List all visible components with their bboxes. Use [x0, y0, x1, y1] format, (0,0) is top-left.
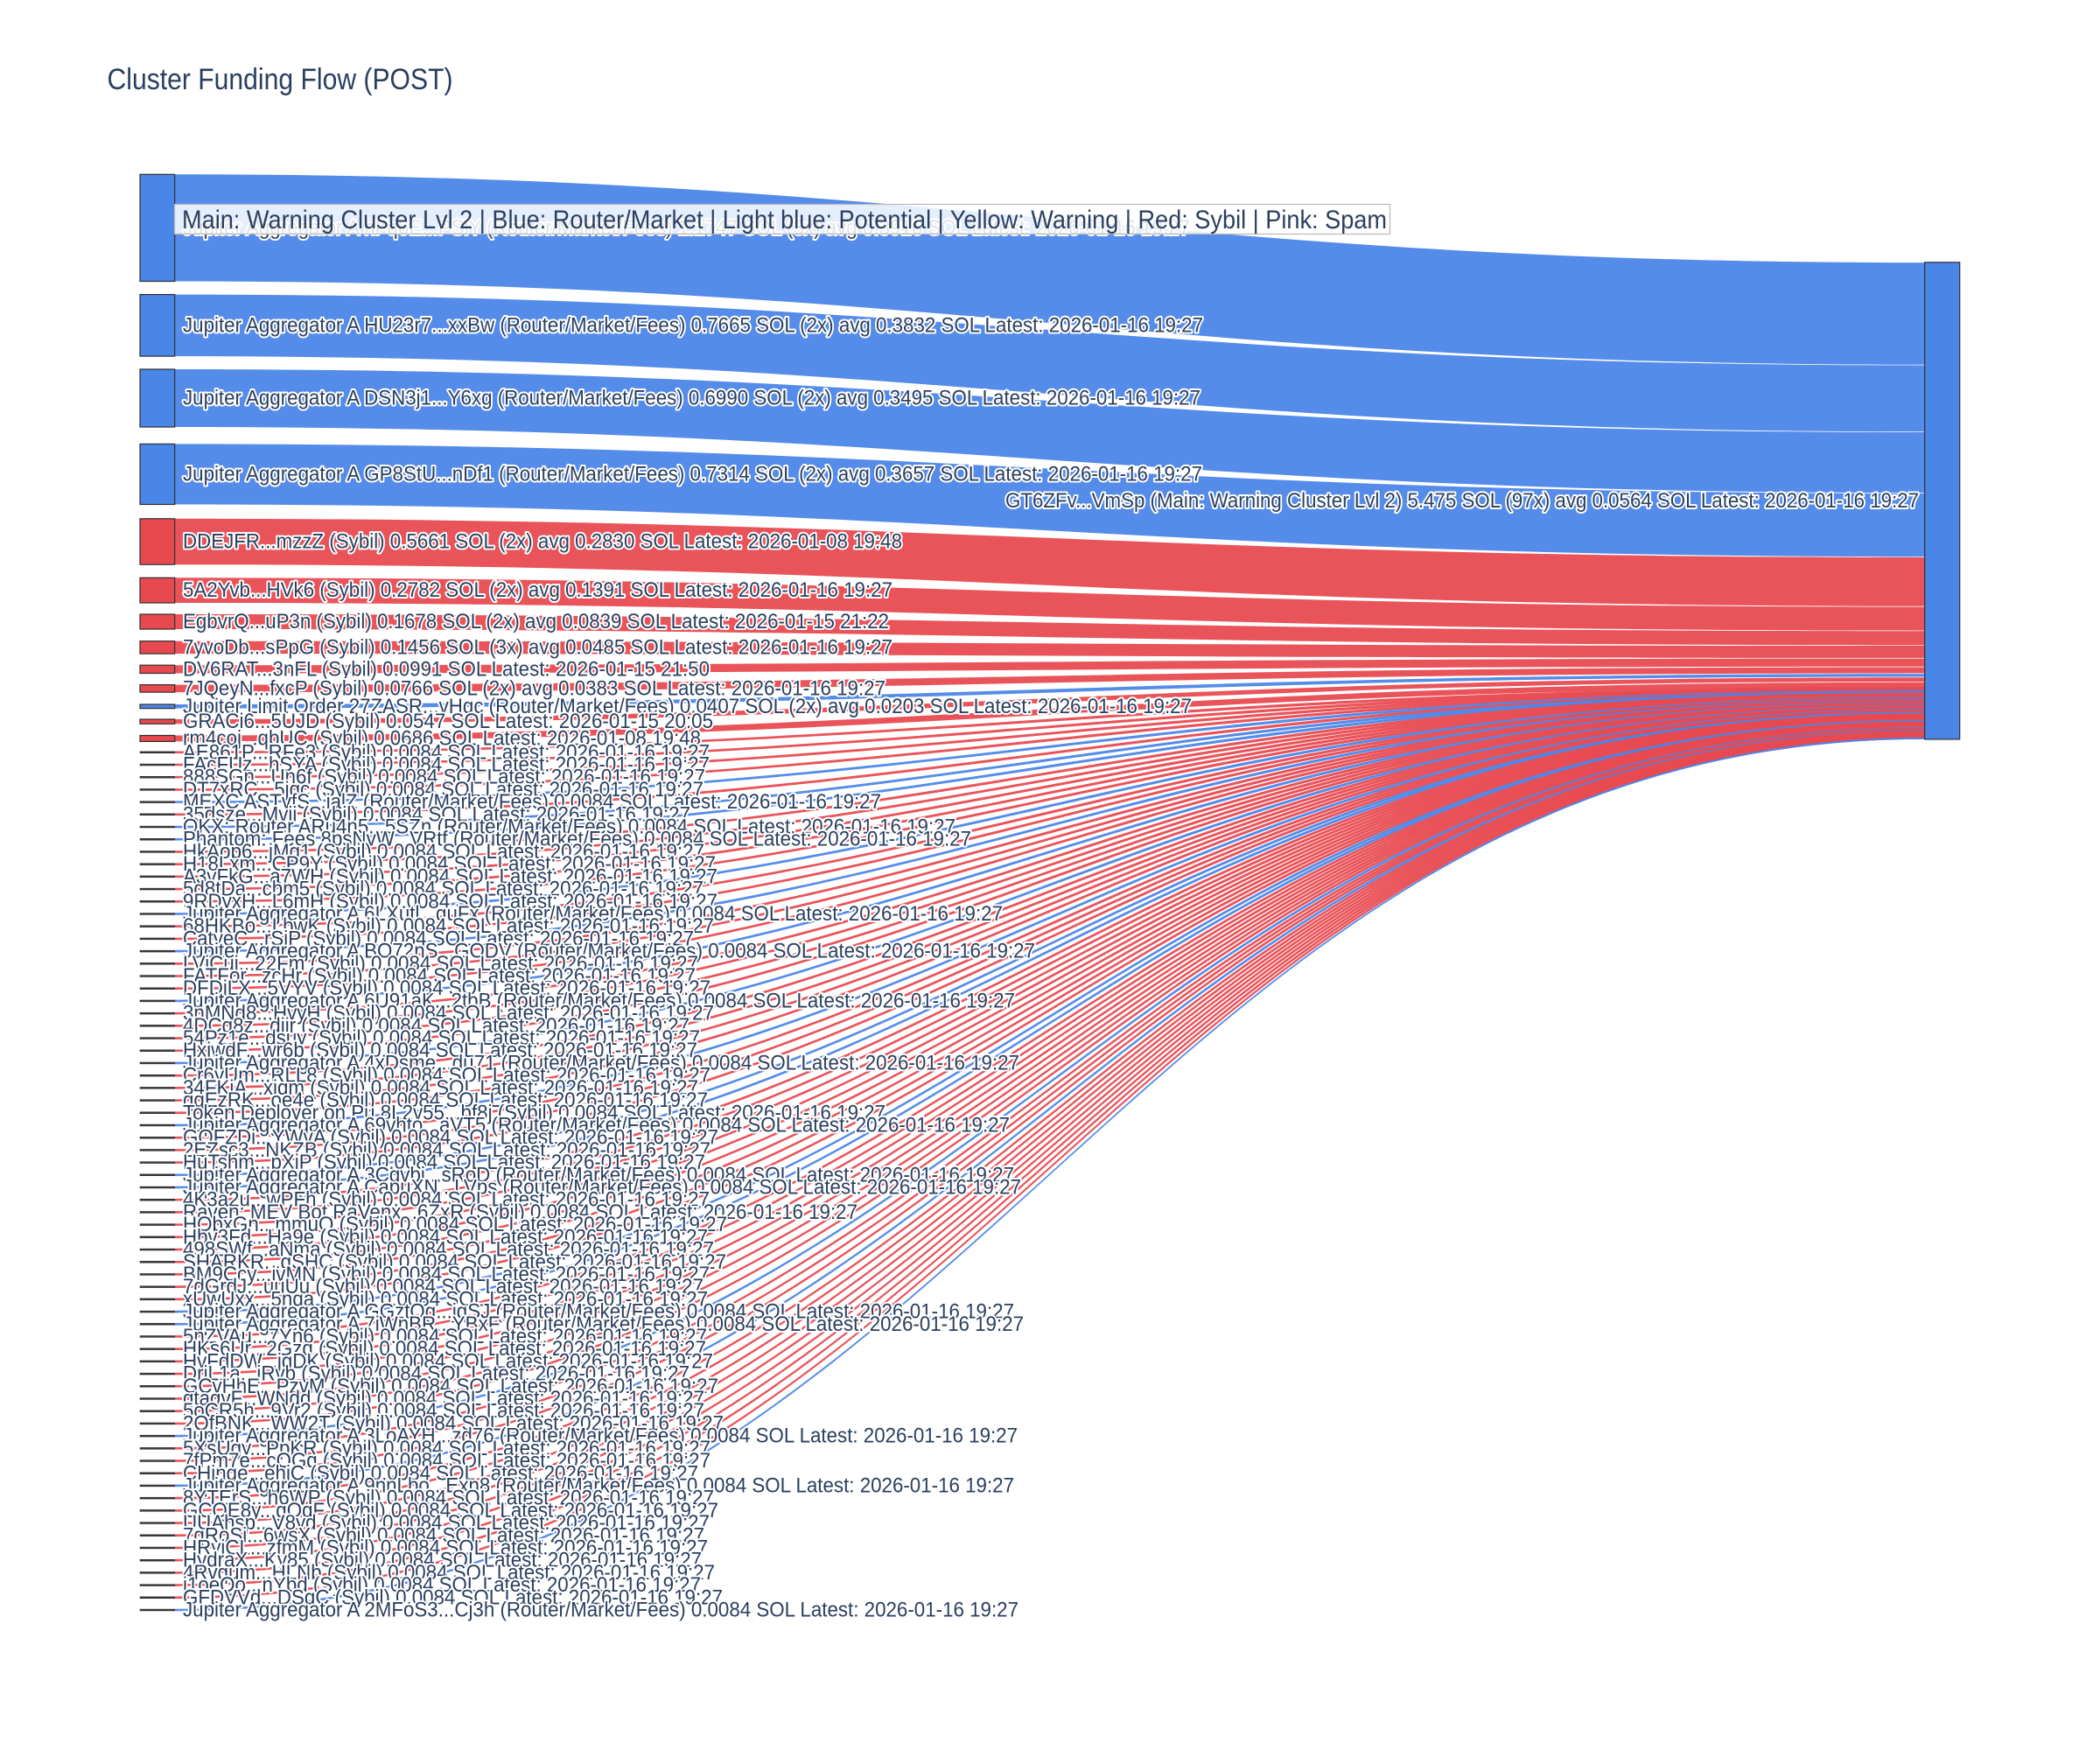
svg-text:Phantom: Fees 8psNvW...VRtf (R: Phantom: Fees 8psNvW...VRtf (Router/Mark… — [183, 828, 971, 851]
svg-text:2QfBNK...WW2T (Sybil) 0.0084 S: 2QfBNK...WW2T (Sybil) 0.0084 SOL Latest:… — [183, 1411, 724, 1435]
svg-text:34FKiA...xjqm (Sybil) 0.0084 S: 34FKiA...xjqm (Sybil) 0.0084 SOL Latest:… — [183, 1076, 698, 1100]
svg-text:Hbv3Fd...Ha9e (Sybil) 0.0084 S: Hbv3Fd...Ha9e (Sybil) 0.0084 SOL Latest:… — [183, 1225, 708, 1249]
svg-text:GFDVVd...DSqC (Sybil) 0.0084 S: GFDVVd...DSqC (Sybil) 0.0084 SOL Latest:… — [183, 1586, 723, 1609]
svg-text:Jupiter Aggregator A 9nnLbo...: Jupiter Aggregator A 9nnLbo...Exn8 (Rout… — [183, 1474, 1014, 1497]
svg-text:4DCq8z...djir (Sybil) 0.0084 S: 4DCq8z...djir (Sybil) 0.0084 SOL Latest:… — [183, 1014, 690, 1038]
svg-text:EgbvrQ...uP3n (Sybil) 0.1678 S: EgbvrQ...uP3n (Sybil) 0.1678 SOL (2x) av… — [183, 610, 889, 634]
svg-text:9RDyxH...L6mH (Sybil) 0.0084 S: 9RDyxH...L6mH (Sybil) 0.0084 SOL Latest:… — [183, 890, 718, 914]
svg-text:5A2Yvb...HVk6 (Sybil) 0.2782 S: 5A2Yvb...HVk6 (Sybil) 0.2782 SOL (2x) av… — [183, 578, 892, 602]
svg-text:gtagvF...WNdd (Sybil) 0.0084 S: gtagvF...WNdd (Sybil) 0.0084 SOL Latest:… — [183, 1387, 704, 1410]
svg-text:5nZVAu...7Yn6 (Sybil) 0.0084 S: 5nZVAu...7Yn6 (Sybil) 0.0084 SOL Latest:… — [183, 1325, 707, 1348]
svg-text:DDEJFR...mzzZ (Sybil) 0.5661 S: DDEJFR...mzzZ (Sybil) 0.5661 SOL (2x) av… — [183, 530, 902, 554]
svg-text:DV6RAT...3nFL (Sybil) 0.0991 S: DV6RAT...3nFL (Sybil) 0.0991 SOL Latest:… — [183, 657, 710, 681]
svg-text:Jupiter Aggregator A 7iWnBR...: Jupiter Aggregator A 7iWnBR...YBxF (Rout… — [183, 1312, 1024, 1336]
svg-text:A3vFkG...a7WH (Sybil) 0.0084 S: A3vFkG...a7WH (Sybil) 0.0084 SOL Latest:… — [183, 864, 718, 888]
svg-text:4K3a2u...wPFh (Sybil) 0.0084 S: 4K3a2u...wPFh (Sybil) 0.0084 SOL Latest:… — [183, 1188, 710, 1212]
svg-text:MEXC ASTvfS...ialZ (Router/Mar: MEXC ASTvfS...ialZ (Router/Market/Fees) … — [183, 790, 881, 814]
svg-text:CHinge...ehjC (Sybil) 0.0084 S: CHinge...ehjC (Sybil) 0.0084 SOL Latest:… — [183, 1461, 698, 1485]
svg-text:7qRoSi...6wsX (Sybil) 0.0084 S: 7qRoSi...6wsX (Sybil) 0.0084 SOL Latest:… — [183, 1523, 704, 1547]
svg-text:AE861P...RFe3 (Sybil) 0.0084 S: AE861P...RFe3 (Sybil) 0.0084 SOL Latest:… — [183, 740, 710, 764]
svg-text:UUAhsp...V8yd (Sybil) 0.0084 S: UUAhsp...V8yd (Sybil) 0.0084 SOL Latest:… — [183, 1511, 710, 1535]
svg-text:Cluster Funding Flow (POST): Cluster Funding Flow (POST) — [108, 63, 453, 96]
svg-text:7dGrdJ...uuUu (Sybil) 0.0084 S: 7dGrdJ...uuUu (Sybil) 0.0084 SOL Latest:… — [183, 1275, 704, 1298]
svg-text:Main: Warning Cluster Lvl 2 |: Main: Warning Cluster Lvl 2 | Blue: Rout… — [182, 206, 1387, 234]
svg-text:7fPm7e...cQGq (Sybil) 0.0084 S: 7fPm7e...cQGq (Sybil) 0.0084 SOL Latest:… — [183, 1449, 710, 1473]
svg-text:Jupiter Aggregator A DSN3j1...: Jupiter Aggregator A DSN3j1...Y6xg (Rout… — [183, 387, 1200, 410]
svg-text:35dsze...Mvji (Sybil) 0.0084 S: 35dsze...Mvji (Sybil) 0.0084 SOL Latest:… — [183, 802, 690, 826]
svg-text:rm4coj...qbUC (Sybil) 0.0686 S: rm4coj...qbUC (Sybil) 0.0686 SOL Latest:… — [183, 726, 701, 750]
svg-text:Jupiter Aggregator A 2MFoS3...: Jupiter Aggregator A 2MFoS3...Cj3h (Rout… — [183, 1599, 1018, 1622]
svg-text:Jupiter Aggregator A GP8StU...: Jupiter Aggregator A GP8StU...nDf1 (Rout… — [183, 462, 1202, 486]
svg-text:Jupiter Limit Order 27ZASR...v: Jupiter Limit Order 27ZASR...vHqc (Route… — [183, 695, 1192, 718]
svg-text:FATFor...zcHr (Sybil) 0.0084 S: FATFor...zcHr (Sybil) 0.0084 SOL Latest:… — [183, 964, 696, 988]
svg-text:BM9Ccy...jvMN (Sybil) 0.0084 S: BM9Ccy...jvMN (Sybil) 0.0084 SOL Latest:… — [183, 1263, 710, 1286]
svg-text:Jupiter Aggregator A CapuXN...: Jupiter Aggregator A CapuXN...LVps (Rout… — [183, 1176, 1021, 1200]
svg-text:GT6ZFv...VmSp (Main: Warning C: GT6ZFv...VmSp (Main: Warning Cluster Lvl… — [1005, 489, 1919, 513]
svg-text:i1oeQo...nYbd (Sybil) 0.0084 S: i1oeQo...nYbd (Sybil) 0.0084 SOL Latest:… — [183, 1573, 701, 1597]
svg-text:DFDjLX...5VYV (Sybil) 0.0084 S: DFDjLX...5VYV (Sybil) 0.0084 SOL Latest:… — [183, 976, 710, 1000]
svg-text:H18Lxm...CP9Y (Sybil) 0.0084 S: H18Lxm...CP9Y (Sybil) 0.0084 SOL Latest:… — [183, 852, 716, 876]
svg-text:Token Deployer on Pu 8L2v55...: Token Deployer on Pu 8L2v55...bf8j (Sybi… — [183, 1101, 886, 1124]
svg-text:HuTshm...pXiP (Sybil) 0.0084 S: HuTshm...pXiP (Sybil) 0.0084 SOL Latest:… — [183, 1151, 705, 1174]
svg-text:DriL1a...jRvb (Sybil) 0.0084 S: DriL1a...jRvb (Sybil) 0.0084 SOL Latest:… — [183, 1362, 690, 1386]
svg-text:HydraX...Ky85 (Sybil) 0.0084 S: HydraX...Ky85 (Sybil) 0.0084 SOL Latest:… — [183, 1549, 702, 1572]
svg-text:GCvHhE...PzvM (Sybil) 0.0084 S: GCvHhE...PzvM (Sybil) 0.0084 SOL Latest:… — [183, 1375, 718, 1398]
svg-text:5oCR5h...9Vr2 (Sybil) 0.0084 S: 5oCR5h...9Vr2 (Sybil) 0.0084 SOL Latest:… — [183, 1399, 704, 1423]
svg-text:xUwUxx...5nqa (Sybil) 0.0084 S: xUwUxx...5nqa (Sybil) 0.0084 SOL Latest:… — [183, 1287, 708, 1311]
svg-text:Jupiter Aggregator A 6U91aK...: Jupiter Aggregator A 6U91aK...2tbB (Rout… — [183, 989, 1015, 1012]
svg-text:Jupiter Aggregator A HU23r7...: Jupiter Aggregator A HU23r7...xxBw (Rout… — [183, 313, 1203, 337]
svg-text:OKX: Router ARu4n5...5SZn (Rou: OKX: Router ARu4n5...5SZn (Router/Market… — [183, 816, 956, 839]
svg-text:HkAop6...jMg1 (Sybil) 0.0084 S: HkAop6...jMg1 (Sybil) 0.0084 SOL Latest:… — [183, 840, 704, 864]
svg-text:Raven: MEV Bot RaVenx...6ZxR (: Raven: MEV Bot RaVenx...6ZxR (Sybil) 0.0… — [183, 1200, 858, 1224]
svg-text:HRyjCL...zfmM (Sybil) 0.0084 S: HRyjCL...zfmM (Sybil) 0.0084 SOL Latest:… — [183, 1536, 708, 1559]
svg-text:68HKBo...LbwK (Sybil) 0.0084 S: 68HKBo...LbwK (Sybil) 0.0084 SOL Latest:… — [183, 914, 714, 938]
svg-text:FAcFUz...hSYA (Sybil) 0.0084 S: FAcFUz...hSYA (Sybil) 0.0084 SOL Latest:… — [183, 753, 710, 777]
svg-text:Jupiter Aggregator A 3Cgvbi...: Jupiter Aggregator A 3Cgvbi...sRoD (Rout… — [183, 1163, 1014, 1186]
svg-text:3nMNd8...HvyH (Sybil) 0.0084 S: 3nMNd8...HvyH (Sybil) 0.0084 SOL Latest:… — [183, 1002, 714, 1026]
svg-text:Jupiter Aggregator A 6LXutl...: Jupiter Aggregator A 6LXutl...guFx (Rout… — [183, 902, 1003, 926]
svg-text:GRACi6...5UJD (Sybil) 0.0547 S: GRACi6...5UJD (Sybil) 0.0547 SOL Latest:… — [183, 710, 713, 733]
svg-text:54Pz1e...dsuy (Sybil) 0.0084 S: 54Pz1e...dsuy (Sybil) 0.0084 SOL Latest:… — [183, 1026, 700, 1050]
svg-text:qqEzRK...oe4e (Sybil) 0.0084 S: qqEzRK...oe4e (Sybil) 0.0084 SOL Latest:… — [183, 1088, 708, 1112]
svg-text:5d8tDa...cbm5 (Sybil) 0.0084 S: 5d8tDa...cbm5 (Sybil) 0.0084 SOL Latest:… — [183, 878, 704, 901]
svg-text:8YTErS...h6WP (Sybil) 0.0084 S: 8YTErS...h6WP (Sybil) 0.0084 SOL Latest:… — [183, 1487, 714, 1510]
svg-text:LViCui...22Fm (Sybil) 0.0084 S: LViCui...22Fm (Sybil) 0.0084 SOL Latest:… — [183, 952, 698, 976]
svg-text:888SGn...Un6f (Sybil) 0.0084 S: 888SGn...Un6f (Sybil) 0.0084 SOL Latest:… — [183, 766, 705, 789]
svg-text:4Rvqum...HLNb (Sybil) 0.0084 S: 4Rvqum...HLNb (Sybil) 0.0084 SOL Latest:… — [183, 1561, 715, 1585]
svg-text:CatyeC...rSiP (Sybil) 0.0084 S: CatyeC...rSiP (Sybil) 0.0084 SOL Latest:… — [183, 927, 694, 950]
svg-text:498SWf...aNma (Sybil) 0.0084 S: 498SWf...aNma (Sybil) 0.0084 SOL Latest:… — [183, 1238, 714, 1262]
svg-text:DT7xRC...5jqc (Sybil) 0.0084 S: DT7xRC...5jqc (Sybil) 0.0084 SOL Latest:… — [183, 778, 704, 802]
svg-text:HQbxGn...mmuQ (Sybil) 0.0084 S: HQbxGn...mmuQ (Sybil) 0.0084 SOL Latest:… — [183, 1213, 727, 1236]
svg-text:HKs6Ur...2Gzq (Sybil) 0.0084 S: HKs6Ur...2Gzq (Sybil) 0.0084 SOL Latest:… — [183, 1337, 706, 1361]
svg-text:Jupiter Aggregator A BO72nS...: Jupiter Aggregator A BO72nS...GODV (Rout… — [183, 940, 1035, 963]
svg-text:GCQE8y...gOqF (Sybil) 0.0084 S: GCQE8y...gOqF (Sybil) 0.0084 SOL Latest:… — [183, 1499, 718, 1522]
svg-text:7yvoDb...sPpG (Sybil) 0.1456 S: 7yvoDb...sPpG (Sybil) 0.1456 SOL (3x) av… — [183, 635, 892, 659]
svg-text:Jupiter Aggregator A 69vhto...: Jupiter Aggregator A 69vhto...aVT5 (Rout… — [183, 1113, 1010, 1137]
svg-text:7JQeyN...fxcP (Sybil) 0.0766 S: 7JQeyN...fxcP (Sybil) 0.0766 SOL (2x) av… — [183, 676, 886, 700]
svg-text:HxjwdF...wr6b (Sybil) 0.0084 S: HxjwdF...wr6b (Sybil) 0.0084 SOL Latest:… — [183, 1039, 697, 1062]
svg-text:SHARKR...gSHC (Sybil) 0.0084 S: SHARKR...gSHC (Sybil) 0.0084 SOL Latest:… — [183, 1250, 726, 1274]
svg-text:Jupiter Aggregator A GGztOg...: Jupiter Aggregator A GGztOg...jqSJ (Rout… — [183, 1300, 1014, 1324]
svg-text:5XsUgy...PpKR (Sybil) 0.0084 S: 5XsUgy...PpKR (Sybil) 0.0084 SOL Latest:… — [183, 1437, 710, 1460]
svg-text:Cr6yUm...RLL8 (Sybil) 0.0084 S: Cr6yUm...RLL8 (Sybil) 0.0084 SOL Latest:… — [183, 1064, 710, 1088]
svg-text:HvFdDW...jqDK (Sybil) 0.0084 S: HvFdDW...jqDK (Sybil) 0.0084 SOL Latest:… — [183, 1349, 713, 1373]
svg-text:2EZsc3...NKZB (Sybil) 0.0084 S: 2EZsc3...NKZB (Sybil) 0.0084 SOL Latest:… — [183, 1138, 710, 1162]
svg-text:Jupiter Aggregator A 4xDsme...: Jupiter Aggregator A 4xDsme...du71 (Rout… — [183, 1051, 1019, 1074]
svg-text:GQFZDi...YWvA (Sybil) 0.0084 S: GQFZDi...YWvA (Sybil) 0.0084 SOL Latest:… — [183, 1126, 718, 1150]
svg-text:Jupiter Aggregator A 3LoAYH...: Jupiter Aggregator A 3LoAYH...zd76 (Rout… — [183, 1424, 1018, 1448]
